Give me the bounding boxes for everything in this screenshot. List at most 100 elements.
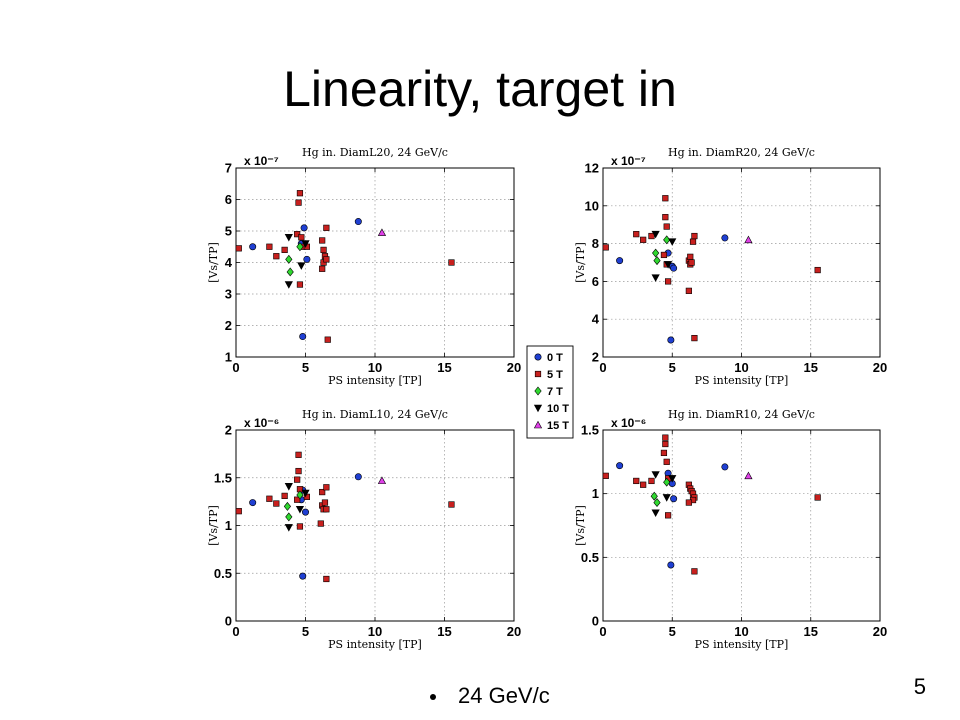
data-point [650, 491, 658, 501]
x-tick-label: 15 [437, 624, 451, 639]
y-tick-label: 6 [225, 192, 232, 207]
plot-frame [235, 167, 515, 358]
data-point [660, 449, 668, 457]
data-point [300, 224, 308, 232]
x-tick-label: 20 [873, 624, 887, 639]
data-point [266, 243, 273, 250]
legend-label: 5 T [547, 369, 563, 381]
y-tick-label: 1.5 [214, 470, 232, 485]
data-point [319, 488, 326, 496]
legend-marker [534, 386, 542, 396]
data-point [321, 499, 329, 506]
plot-title: Hg in. DiamL20, 24 GeV/c [302, 146, 448, 159]
y-tick-label: 4 [225, 255, 233, 270]
data-point [814, 266, 821, 274]
data-point [685, 499, 692, 506]
data-point [651, 471, 660, 479]
data-point [319, 237, 326, 244]
data-point [286, 267, 294, 277]
data-point [294, 476, 301, 483]
y-axis-label: [Vs/TP] [207, 505, 220, 546]
x-tick-label: 15 [804, 624, 818, 639]
x-tick-label: 10 [734, 624, 748, 639]
legend-marker [533, 404, 543, 413]
scatter-plot: 0 5 10 15 20 0 0.5 1 1.5 Hg in. DiamR10, 24 GeV/c… [574, 408, 887, 651]
data-point [294, 231, 301, 238]
data-point [303, 255, 311, 263]
legend: 0 T 5 T 7 T 10 T 15 T [526, 345, 574, 439]
bullet-item: 24 GeV/c [430, 683, 550, 709]
data-point [660, 251, 668, 259]
data-point [266, 495, 273, 502]
data-point [296, 281, 304, 288]
data-point [323, 575, 330, 583]
data-point [235, 508, 242, 515]
data-point [273, 500, 280, 507]
axis-exponent: x 10⁻⁷ [244, 154, 279, 168]
data-point [651, 230, 660, 239]
y-tick-label: 5 [225, 224, 232, 239]
legend-label: 7 T [547, 386, 563, 398]
x-tick-label: 5 [669, 624, 676, 639]
data-point [814, 494, 821, 501]
data-point [640, 481, 647, 488]
data-point [616, 257, 624, 265]
data-point [744, 235, 753, 244]
data-point [323, 484, 330, 491]
data-point [602, 472, 609, 479]
y-tick-label: 2 [592, 350, 599, 365]
data-point [670, 495, 678, 503]
x-axis-label: PS intensity [TP] [328, 638, 422, 651]
data-point [691, 232, 698, 240]
data-point [448, 259, 455, 266]
data-point [663, 261, 673, 269]
data-point [301, 508, 309, 516]
y-tick-label: 1 [592, 486, 599, 501]
data-point [602, 244, 609, 251]
data-point [296, 242, 304, 252]
data-point [664, 512, 672, 519]
y-tick-label: 0.5 [214, 566, 232, 581]
legend-label: 15 T [547, 420, 569, 432]
y-tick-label: 8 [592, 236, 599, 251]
plot-title: Hg in. DiamR10, 24 GeV/c [668, 408, 815, 421]
legend-marker [534, 353, 542, 361]
y-axis-label: [Vs/TP] [207, 242, 220, 283]
data-point [377, 228, 387, 236]
data-point [687, 253, 694, 260]
y-tick-label: 2 [225, 423, 232, 438]
x-tick-label: 0 [232, 360, 239, 375]
data-point [663, 223, 670, 230]
data-point [668, 238, 677, 246]
data-point [324, 336, 331, 343]
data-point [354, 473, 362, 481]
data-point [299, 333, 307, 341]
scatter-plot: 0 5 10 15 20 2 4 6 8 10 12 Hg in. DiamR20, 24 GeV/c… [574, 146, 887, 387]
legend-box [526, 345, 574, 439]
y-tick-label: 3 [225, 287, 232, 302]
data-point [640, 236, 647, 243]
axis-exponent: x 10⁻⁶ [244, 416, 279, 430]
data-point [648, 477, 655, 485]
x-tick-label: 20 [507, 360, 521, 375]
data-point [295, 199, 302, 206]
scatter-plot: 0 5 10 15 20 0 0.5 1 1.5 2 Hg in. DiamL10, 24 GeV/… [207, 408, 521, 651]
y-tick-label: 6 [592, 274, 599, 289]
legend-marker [534, 370, 542, 378]
data-point [651, 274, 660, 282]
plot-title: Hg in. DiamL10, 24 GeV/c [302, 408, 448, 421]
data-point [273, 253, 280, 260]
data-point [689, 238, 697, 245]
y-tick-label: 0 [225, 614, 232, 629]
data-point [298, 234, 305, 241]
x-tick-label: 10 [368, 360, 382, 375]
data-point [295, 467, 302, 475]
x-tick-label: 20 [873, 360, 887, 375]
data-point [281, 246, 288, 254]
x-tick-label: 0 [599, 360, 606, 375]
data-point [299, 572, 307, 580]
scatter-plot: 0 5 10 15 20 1 2 3 4 5 6 7 Hg in. DiamL20, 24 GeV/c P… [207, 146, 521, 387]
x-tick-label: 10 [734, 360, 748, 375]
y-tick-label: 1 [225, 518, 232, 533]
